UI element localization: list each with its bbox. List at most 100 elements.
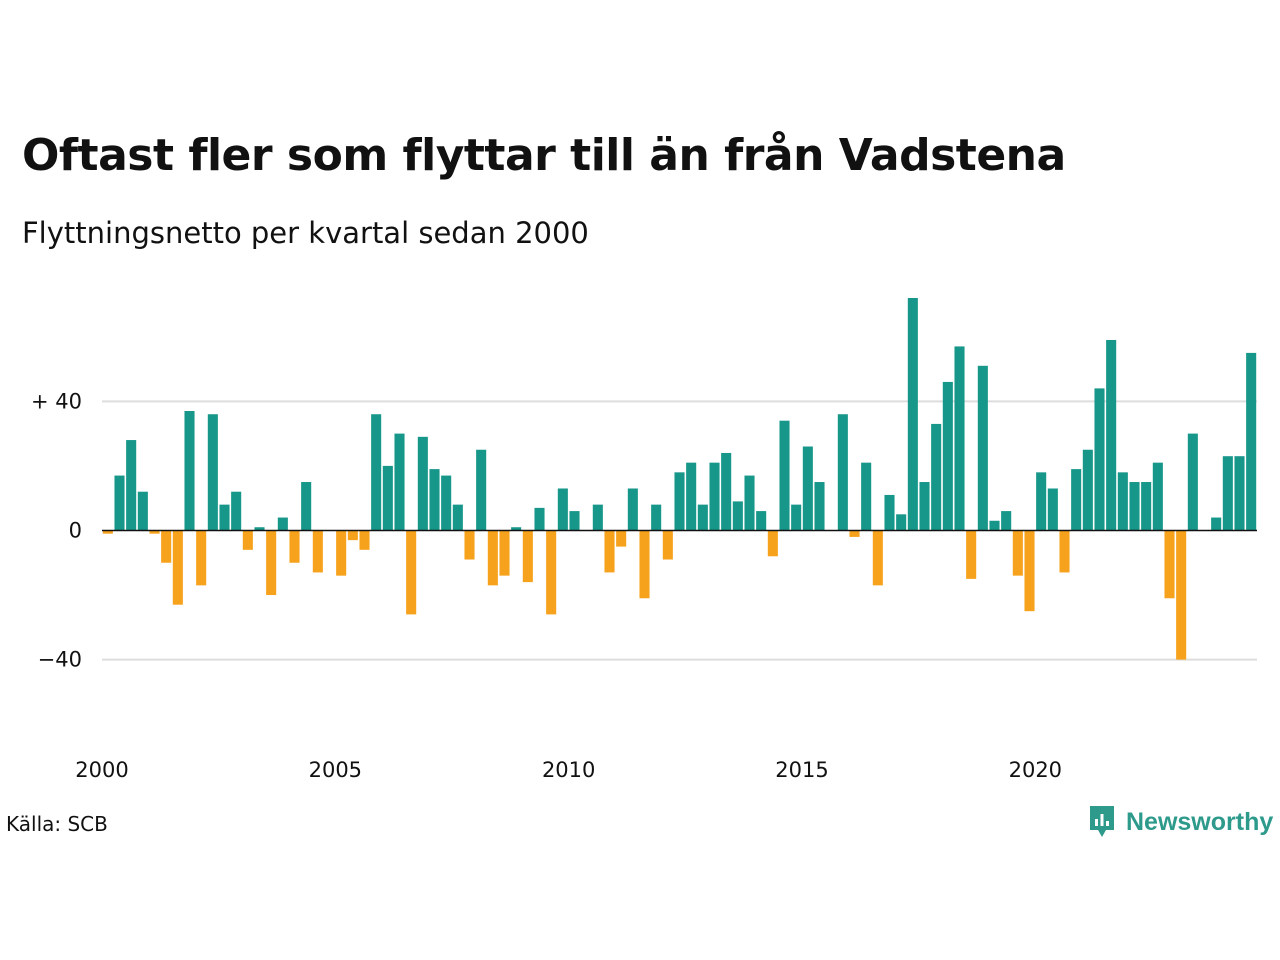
bar: [1001, 511, 1012, 531]
bar: [1141, 482, 1152, 531]
bar: [301, 482, 312, 531]
bar: [1234, 456, 1245, 531]
bar: [382, 465, 393, 531]
bar: [406, 530, 417, 615]
y-tick-label: 0: [69, 518, 82, 542]
bar: [907, 298, 918, 531]
chart-subtitle: Flyttningsnetto per kvartal sedan 2000: [22, 216, 589, 250]
bar: [114, 475, 125, 531]
bar: [172, 530, 183, 605]
bar: [592, 504, 603, 531]
bar: [1129, 482, 1140, 531]
bar: [359, 530, 370, 550]
bar: [219, 504, 230, 531]
bar: [779, 420, 790, 531]
bar: [732, 501, 743, 531]
x-tick-label: 2005: [309, 758, 362, 782]
bar: [627, 488, 638, 531]
bar: [371, 414, 382, 531]
bar: [861, 462, 872, 531]
bar: [102, 530, 113, 534]
bar: [499, 530, 510, 576]
bar: [347, 530, 358, 541]
bar: [522, 530, 533, 583]
bar: [756, 511, 767, 531]
x-tick-label: 2015: [775, 758, 828, 782]
bar: [674, 472, 685, 531]
bar-chart: + 40 0 −40 2000 2005 2010 2015 2020: [31, 298, 1257, 782]
bar: [289, 530, 300, 563]
bar: [476, 449, 487, 531]
y-tick-label: −40: [38, 648, 82, 672]
bar: [1187, 433, 1198, 531]
bar: [242, 530, 253, 550]
bar: [931, 423, 942, 531]
bar: [662, 530, 673, 560]
bar: [884, 494, 895, 531]
bar: [651, 504, 662, 531]
bar: [639, 530, 650, 599]
bar: [231, 491, 242, 531]
bar: [196, 530, 207, 586]
bar: [336, 530, 347, 576]
bar: [1059, 530, 1070, 573]
bar: [266, 530, 277, 596]
source-note: Källa: SCB: [6, 812, 108, 836]
bar: [441, 475, 452, 531]
bar: [1047, 488, 1058, 531]
bar: [791, 504, 802, 531]
bar: [814, 482, 825, 531]
bar: [184, 411, 195, 531]
y-axis-labels: + 40 0 −40: [31, 389, 82, 671]
bar: [254, 527, 265, 531]
bar: [802, 446, 813, 531]
brand-logo: Newsworthy: [1088, 804, 1273, 840]
x-tick-label: 2020: [1009, 758, 1062, 782]
bar: [919, 482, 930, 531]
x-tick-label: 2000: [75, 758, 128, 782]
bar: [464, 530, 475, 560]
bar: [1211, 517, 1222, 531]
bar: [872, 530, 883, 586]
bar: [207, 414, 218, 531]
bar: [767, 530, 778, 557]
bar: [534, 507, 545, 531]
bar: [1094, 388, 1105, 531]
bar: [686, 462, 697, 531]
bar: [1164, 530, 1175, 599]
bar: [1222, 456, 1233, 531]
bar: [616, 530, 627, 547]
grid-lines: [102, 400, 1257, 661]
bar: [452, 504, 463, 531]
bar: [557, 488, 568, 531]
bar: [429, 469, 440, 531]
bar: [417, 436, 428, 531]
bar: [126, 440, 137, 531]
bar: [709, 462, 720, 531]
bar: [954, 346, 965, 531]
bar: [977, 365, 988, 531]
bar: [312, 530, 323, 573]
bar: [1117, 472, 1128, 531]
bar: [966, 530, 977, 579]
bar: [697, 504, 708, 531]
bar: [161, 530, 172, 563]
x-tick-label: 2010: [542, 758, 595, 782]
bar: [1036, 472, 1047, 531]
bar: [1152, 462, 1163, 531]
bar: [1246, 352, 1257, 531]
bar: [896, 514, 907, 531]
brand-name: Newsworthy: [1126, 807, 1274, 836]
bar: [1024, 530, 1035, 612]
chart-title: Oftast fler som flyttar till än från Vad…: [22, 130, 1066, 181]
bar: [277, 517, 288, 531]
bar: [1071, 469, 1082, 531]
bar: [1082, 449, 1093, 531]
bar: [721, 452, 732, 531]
bar: [837, 414, 848, 531]
bar: [149, 530, 160, 534]
bar: [546, 530, 557, 615]
bar: [942, 381, 953, 531]
bar: [989, 520, 1000, 531]
bar: [137, 491, 148, 531]
